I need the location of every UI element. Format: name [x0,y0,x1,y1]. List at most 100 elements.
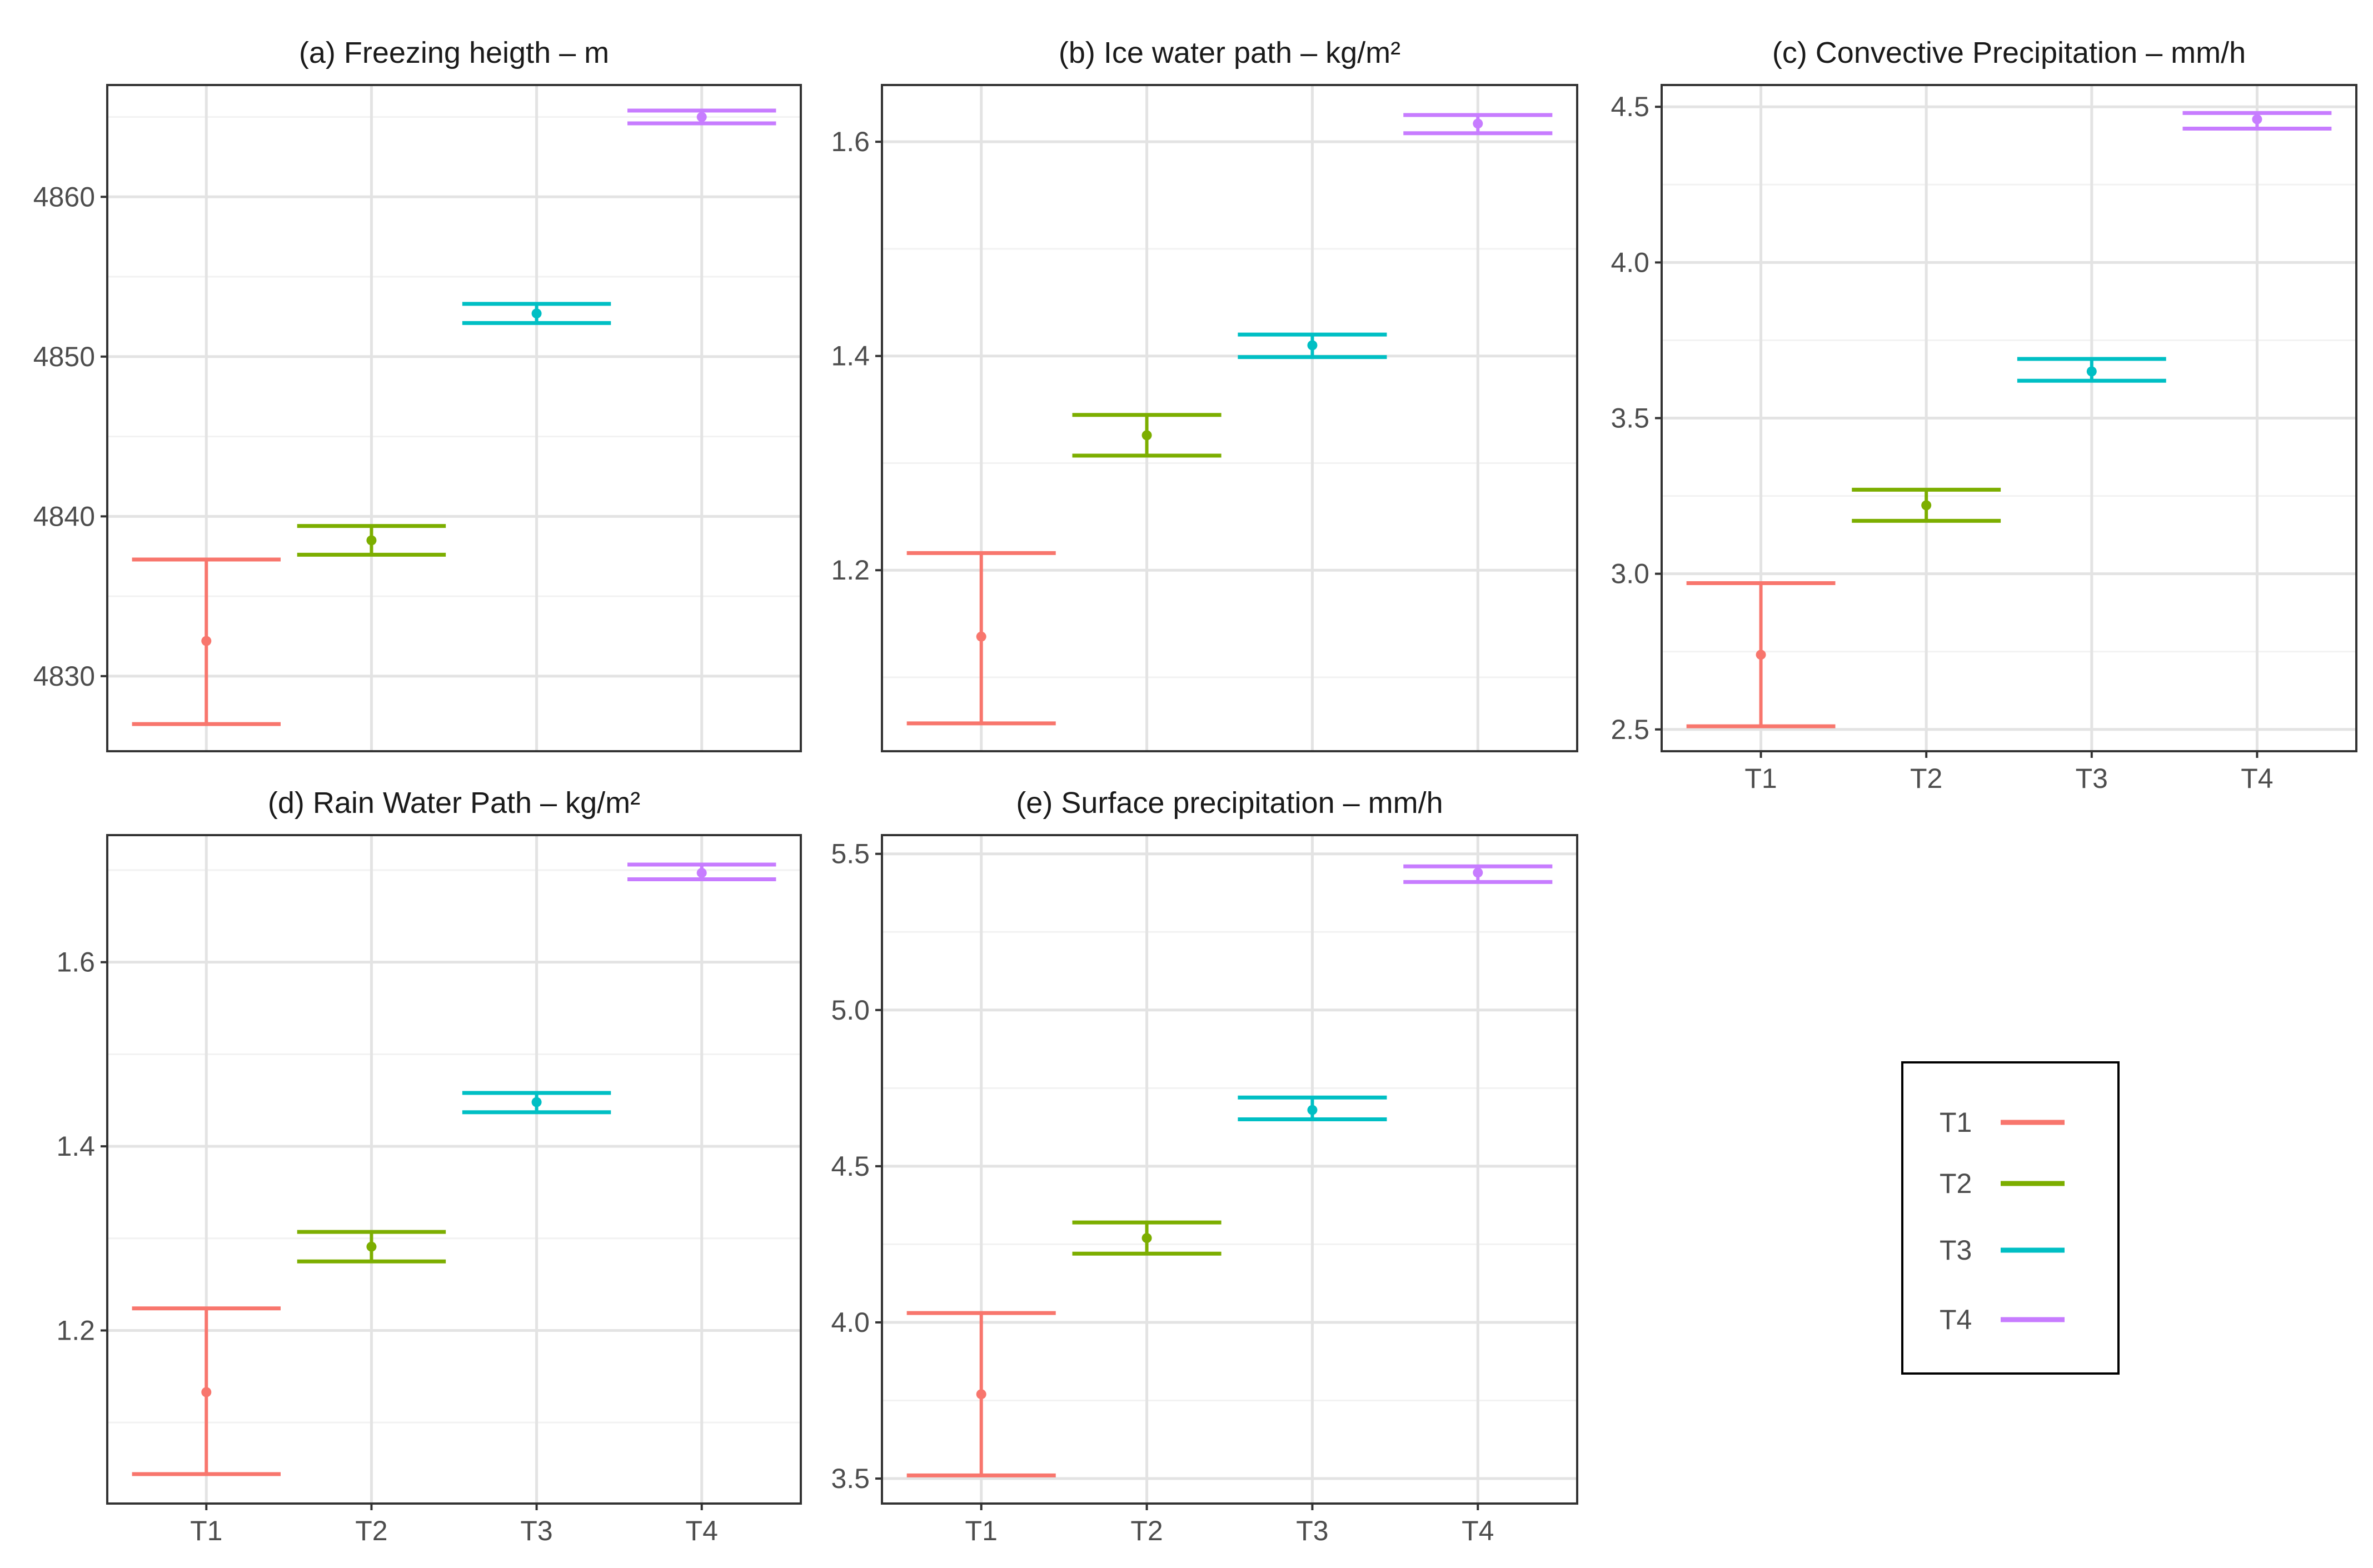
mean-point-T4 [1473,867,1483,878]
legend-label-T1: T1 [1940,1107,1972,1138]
y-tick-label: 1.6 [56,947,95,978]
panel-b-frame [881,84,1578,752]
errorbar-T2 [297,1230,446,1264]
panel-e-frame [881,834,1578,1505]
errorbar-T3 [462,1091,611,1115]
errorbar-T4 [1403,113,1553,136]
y-tick-label: 4.0 [831,1307,870,1338]
panel-e-title: (e) Surface precipitation – mm/h [1016,786,1443,820]
panel-b-plot-area [882,85,1577,751]
x-tick-label: T4 [686,1515,718,1546]
panel-c-title: (c) Convective Precipitation – mm/h [1772,36,2246,69]
y-tick-label: 4.5 [831,1151,870,1182]
x-tick-label: T4 [2241,763,2273,794]
y-tick-label: 4860 [33,181,95,212]
x-tick-label: T1 [965,1515,998,1546]
y-tick-label: 5.5 [831,838,870,870]
errorbar-T1 [132,1306,281,1476]
errorbar-T2 [1852,487,2001,523]
y-tick-label: 1.2 [56,1315,95,1346]
panel-a-plot-area [107,85,801,751]
legend: T1 T2 T3 T4 [1901,1061,2120,1375]
y-tick-label: 4850 [33,341,95,372]
errorbar-T4 [627,862,776,882]
legend-item-T1: T1 [1940,1107,2065,1138]
legend-label-T3: T3 [1940,1235,1972,1266]
legend-label-T2: T2 [1940,1168,1972,1199]
mean-point-T3 [531,1097,542,1107]
errorbar-T1 [132,557,281,726]
mean-point-T4 [696,867,707,878]
x-tick-label: T2 [1910,763,1942,794]
errorbar-T2 [1072,1220,1222,1256]
panel-c-frame [1661,84,2357,752]
legend-item-T4: T4 [1940,1304,2065,1335]
y-tick-label: 5.0 [831,995,870,1026]
mean-point-T2 [366,1241,377,1252]
panel-b: 1.2 1.4 1.6 (b) Ice water path – kg/m² [831,36,1578,752]
mean-point-T2 [1141,1233,1152,1244]
panel-d: 1.2 1.4 1.6 T1 T2 T3 T4 (d) Rain Water Path – k… [56,786,802,1546]
y-tick-label: 3.5 [1611,403,1649,434]
panel-b-title: (b) Ice water path – kg/m² [1059,36,1400,69]
y-tick-label: 2.5 [1611,714,1649,745]
y-tick-label: 1.4 [831,341,870,372]
panel-a-title: (a) Freezing heigth – m [299,36,609,69]
errorbar-T2 [297,524,446,557]
panel-e-plot-area [882,835,1577,1504]
panel-d-title: (d) Rain Water Path – kg/m² [268,786,640,820]
mean-point-T2 [1141,430,1152,441]
errorbar-T4 [2182,111,2332,131]
errorbar-T4 [1403,864,1553,884]
panel-d-plot-area [107,835,801,1504]
errorbar-T1 [906,551,1056,726]
legend-item-T3: T3 [1940,1235,2065,1266]
errorbar-T1 [906,1311,1056,1477]
y-tick-label: 4.0 [1611,247,1649,278]
y-tick-label: 1.2 [831,555,870,586]
errorbar-T4 [627,108,776,126]
mean-point-T4 [696,112,707,122]
mean-point-T1 [201,636,212,646]
x-tick-label: T2 [1130,1515,1163,1546]
x-tick-label: T2 [355,1515,387,1546]
errorbar-T2 [1072,413,1222,458]
y-tick-label: 4830 [33,661,95,692]
mean-point-T3 [1307,340,1318,351]
legend-box [1901,1061,2120,1375]
x-tick-label: T1 [190,1515,222,1546]
mean-point-T3 [2086,366,2097,377]
y-tick-label: 3.0 [1611,558,1649,590]
panel-d-frame [106,834,802,1505]
mean-point-T1 [976,631,986,642]
x-tick-label: T4 [1462,1515,1494,1546]
x-tick-label: T1 [1744,763,1777,794]
errorbar-T3 [1238,332,1387,359]
panel-a-frame [106,84,802,752]
y-tick-label: 4.5 [1611,91,1649,122]
mean-point-T1 [201,1387,212,1397]
mean-point-T1 [976,1389,986,1400]
mean-point-T1 [1756,650,1766,660]
errorbar-T3 [462,302,611,325]
mean-point-T4 [1473,118,1483,129]
legend-item-T2: T2 [1940,1168,2065,1199]
mean-point-T3 [531,308,542,319]
y-tick-label: 1.6 [831,126,870,157]
legend-label-T4: T4 [1940,1304,1972,1335]
errorbar-T1 [1686,581,1836,728]
panels: 4830 4840 4850 4860 (a) Freezing heigth – m 1… [33,36,2357,1546]
errorbar-T3 [2017,357,2166,383]
y-tick-label: 4840 [33,501,95,532]
panel-c: 2.5 3.0 3.5 4.0 4.5 T1 T2 T3 T4 (c) Convective Pr… [1611,36,2357,794]
x-tick-label: T3 [520,1515,552,1546]
y-tick-label: 1.4 [56,1131,95,1162]
x-tick-label: T3 [2076,763,2108,794]
panel-e: 3.5 4.0 4.5 5.0 5.5 T1 T2 T3 T4 (e) Surface preci… [831,786,1578,1546]
mean-point-T2 [1921,500,1932,511]
mean-point-T3 [1307,1105,1318,1115]
x-tick-label: T3 [1296,1515,1328,1546]
mean-point-T4 [2252,114,2262,124]
errorbar-T3 [1238,1095,1387,1122]
